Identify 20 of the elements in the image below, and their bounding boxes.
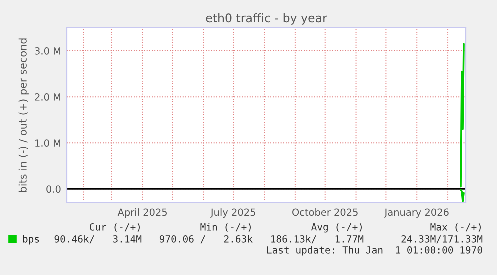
text: Max (-/+) <box>430 223 481 232</box>
text: Min (-/+) <box>200 223 251 232</box>
text: Last update: Thu Jan 1 01:00:00 1970 <box>267 246 482 256</box>
y-tick-label: 0.0 <box>46 186 61 194</box>
x-tick-label: July 2025 <box>210 208 256 218</box>
text: 24.33M/171.33M <box>402 235 483 244</box>
text: 90.46k/ 3.14M <box>54 235 142 244</box>
x-tick-label: October 2025 <box>292 208 358 216</box>
y-tick-label: 1.0 M <box>36 140 60 147</box>
y-axis-title: bits in (-) / out (+) per second <box>18 38 29 192</box>
chart-title: eth0 traffic - by year <box>206 13 328 25</box>
y-tick-label: 3.0 M <box>35 48 60 55</box>
x-tick-label: April 2025 <box>118 208 167 218</box>
x-tick-label: January 2026 <box>384 208 449 218</box>
text: 970.06 / 2.63k <box>160 235 253 244</box>
y-tick-label: 2.0 M <box>35 94 60 101</box>
text: Avg (-/+) <box>312 223 362 233</box>
legend-label: bps <box>23 235 40 245</box>
text: 186.13k/ 1.77M <box>272 235 364 244</box>
text: Cur (-/+) <box>90 223 140 232</box>
